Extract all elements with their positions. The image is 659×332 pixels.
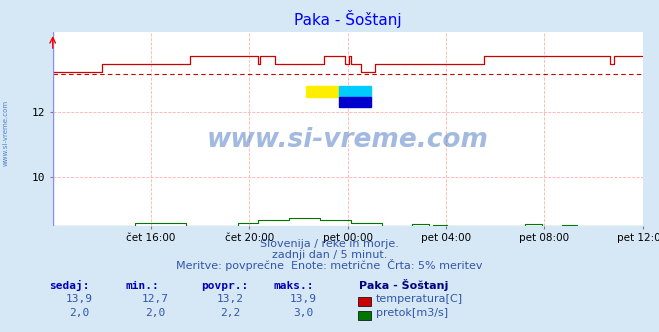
Text: 12,7: 12,7	[142, 294, 168, 304]
Text: Slovenija / reke in morje.: Slovenija / reke in morje.	[260, 239, 399, 249]
Text: www.si-vreme.com: www.si-vreme.com	[2, 100, 9, 166]
Text: 3,0: 3,0	[293, 308, 313, 318]
Text: www.si-vreme.com: www.si-vreme.com	[207, 127, 488, 153]
Bar	[339, 97, 371, 107]
Text: temperatura[C]: temperatura[C]	[376, 294, 463, 304]
Text: zadnji dan / 5 minut.: zadnji dan / 5 minut.	[272, 250, 387, 260]
Text: sedaj:: sedaj:	[49, 280, 90, 291]
Title: Paka - Šoštanj: Paka - Šoštanj	[294, 10, 401, 28]
Text: maks.:: maks.:	[273, 281, 314, 291]
Text: Paka - Šoštanj: Paka - Šoštanj	[359, 279, 449, 291]
Text: 13,9: 13,9	[66, 294, 92, 304]
Bar	[339, 86, 371, 97]
Bar	[306, 86, 339, 97]
Text: 2,0: 2,0	[69, 308, 89, 318]
Text: 2,2: 2,2	[221, 308, 241, 318]
Text: 2,0: 2,0	[145, 308, 165, 318]
Text: Meritve: povprečne  Enote: metrične  Črta: 5% meritev: Meritve: povprečne Enote: metrične Črta:…	[176, 259, 483, 271]
Text: 13,2: 13,2	[217, 294, 244, 304]
Text: povpr.:: povpr.:	[201, 281, 248, 291]
Text: min.:: min.:	[125, 281, 159, 291]
Text: 13,9: 13,9	[290, 294, 316, 304]
Text: pretok[m3/s]: pretok[m3/s]	[376, 308, 447, 318]
